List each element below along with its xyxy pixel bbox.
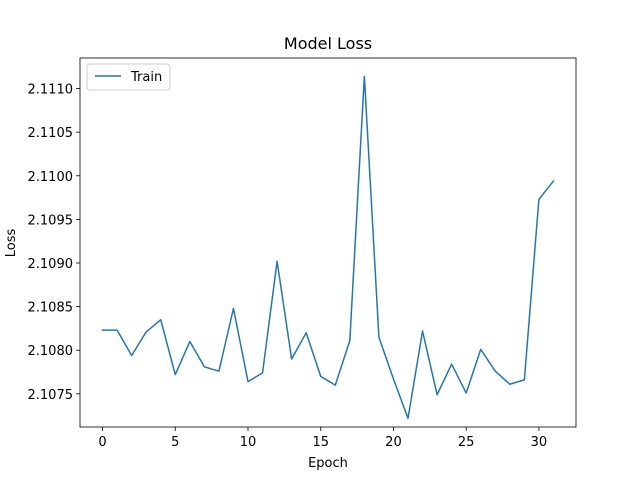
y-tick-label: 2.1095 — [28, 213, 74, 228]
y-axis: 2.1075 2.1080 2.1085 2.1090 2.1095 2.1100 2.11… — [28, 83, 80, 403]
y-tick-label: 2.1105 — [28, 126, 74, 141]
y-tick-label: 2.1080 — [28, 344, 74, 359]
series-line-train — [101, 75, 555, 420]
x-axis-label: Epoch — [308, 456, 348, 471]
y-tick-label: 2.1100 — [28, 170, 74, 185]
legend-entry-train: Train — [130, 70, 162, 85]
y-tick-label: 2.1110 — [28, 83, 74, 98]
legend-box — [86, 63, 171, 91]
legend: Train — [86, 63, 171, 91]
y-tick-label: 2.1075 — [28, 388, 74, 403]
x-tick-label: 30 — [531, 435, 548, 450]
x-axis: 0 5 10 15 20 25 30 — [98, 427, 547, 450]
x-tick-label: 20 — [385, 435, 402, 450]
chart-title: Model Loss — [284, 34, 372, 53]
y-tick-label: 2.1085 — [28, 301, 74, 316]
x-tick-label: 0 — [98, 435, 106, 450]
x-tick-label: 10 — [240, 435, 257, 450]
y-tick-label: 2.1090 — [28, 257, 74, 272]
series-layer — [101, 75, 555, 420]
x-tick-label: 5 — [171, 435, 179, 450]
y-axis-label: Loss — [4, 229, 19, 258]
plot-frame — [79, 57, 577, 428]
x-tick-label: 25 — [458, 435, 475, 450]
x-tick-label: 15 — [312, 435, 329, 450]
